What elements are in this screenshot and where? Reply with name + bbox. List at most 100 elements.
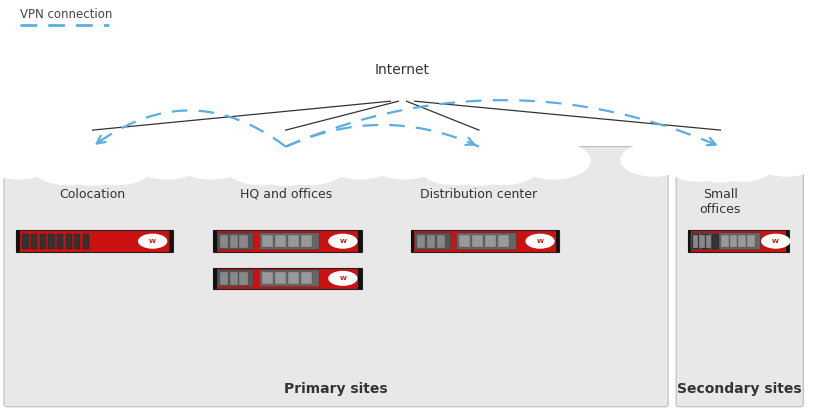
Text: Secondary sites: Secondary sites: [677, 382, 802, 396]
Bar: [410, 230, 415, 252]
Circle shape: [367, 141, 441, 180]
Circle shape: [406, 22, 540, 90]
Bar: [239, 272, 247, 285]
Bar: [699, 235, 705, 248]
Bar: [358, 268, 362, 289]
Bar: [730, 235, 738, 247]
Circle shape: [199, 126, 283, 169]
Circle shape: [328, 234, 357, 249]
Circle shape: [265, 22, 398, 90]
Circle shape: [385, 57, 499, 115]
FancyBboxPatch shape: [676, 147, 803, 407]
Bar: [692, 234, 699, 249]
Circle shape: [348, 60, 458, 116]
Bar: [712, 234, 720, 249]
FancyBboxPatch shape: [456, 233, 517, 249]
FancyBboxPatch shape: [415, 233, 450, 249]
Circle shape: [95, 126, 180, 169]
Circle shape: [231, 109, 340, 166]
Circle shape: [392, 126, 477, 169]
Bar: [220, 235, 228, 248]
Circle shape: [0, 141, 55, 180]
FancyBboxPatch shape: [690, 233, 716, 249]
Circle shape: [328, 271, 357, 286]
Bar: [239, 235, 247, 248]
Circle shape: [481, 126, 566, 169]
Bar: [301, 272, 312, 284]
Bar: [213, 268, 217, 289]
Bar: [262, 272, 273, 284]
FancyBboxPatch shape: [218, 233, 254, 249]
Bar: [693, 235, 698, 248]
Bar: [22, 234, 29, 249]
Bar: [65, 234, 72, 249]
Circle shape: [526, 234, 555, 249]
Bar: [437, 235, 445, 248]
Bar: [229, 235, 238, 248]
Circle shape: [672, 114, 769, 164]
Text: Colocation: Colocation: [60, 188, 126, 201]
Text: VPN connection: VPN connection: [20, 8, 113, 21]
Bar: [16, 230, 173, 252]
FancyBboxPatch shape: [4, 147, 668, 407]
Circle shape: [754, 142, 816, 177]
Bar: [74, 234, 81, 249]
Bar: [747, 235, 755, 247]
Bar: [275, 272, 286, 284]
FancyBboxPatch shape: [719, 233, 761, 249]
Circle shape: [711, 149, 774, 182]
Text: Internet: Internet: [375, 63, 430, 77]
Circle shape: [130, 141, 204, 180]
Bar: [472, 235, 483, 247]
Bar: [417, 235, 425, 248]
Circle shape: [761, 234, 791, 249]
Circle shape: [424, 109, 534, 166]
Bar: [57, 234, 63, 249]
Bar: [410, 230, 560, 252]
Circle shape: [225, 149, 297, 185]
Bar: [40, 234, 46, 249]
FancyBboxPatch shape: [259, 270, 319, 287]
Text: HQ and offices: HQ and offices: [240, 188, 332, 201]
Circle shape: [666, 149, 730, 182]
Bar: [459, 235, 470, 247]
Text: W: W: [339, 239, 346, 244]
Circle shape: [174, 141, 248, 180]
Circle shape: [323, 141, 397, 180]
Circle shape: [316, 0, 489, 84]
Bar: [721, 235, 729, 247]
Circle shape: [690, 150, 752, 183]
Circle shape: [288, 126, 373, 169]
Circle shape: [723, 129, 798, 168]
Text: W: W: [772, 239, 779, 244]
Text: Distribution center: Distribution center: [420, 188, 538, 201]
Circle shape: [138, 234, 167, 249]
Bar: [427, 235, 435, 248]
Bar: [275, 235, 286, 247]
Circle shape: [275, 149, 346, 185]
Circle shape: [642, 129, 718, 168]
Bar: [787, 230, 789, 252]
Text: W: W: [149, 239, 156, 244]
Bar: [48, 234, 55, 249]
Bar: [688, 230, 690, 252]
Circle shape: [468, 149, 539, 185]
Circle shape: [461, 46, 579, 106]
Circle shape: [38, 109, 147, 166]
Bar: [213, 268, 362, 289]
Circle shape: [444, 150, 514, 186]
Bar: [82, 234, 89, 249]
Bar: [169, 230, 173, 252]
Bar: [16, 230, 20, 252]
Bar: [485, 235, 496, 247]
Bar: [688, 230, 789, 252]
Text: W: W: [339, 276, 346, 281]
Circle shape: [58, 150, 127, 186]
FancyBboxPatch shape: [218, 270, 254, 287]
Bar: [213, 230, 362, 252]
Bar: [213, 230, 217, 252]
Bar: [229, 272, 238, 285]
Bar: [301, 235, 312, 247]
Circle shape: [517, 141, 591, 180]
Circle shape: [6, 126, 90, 169]
